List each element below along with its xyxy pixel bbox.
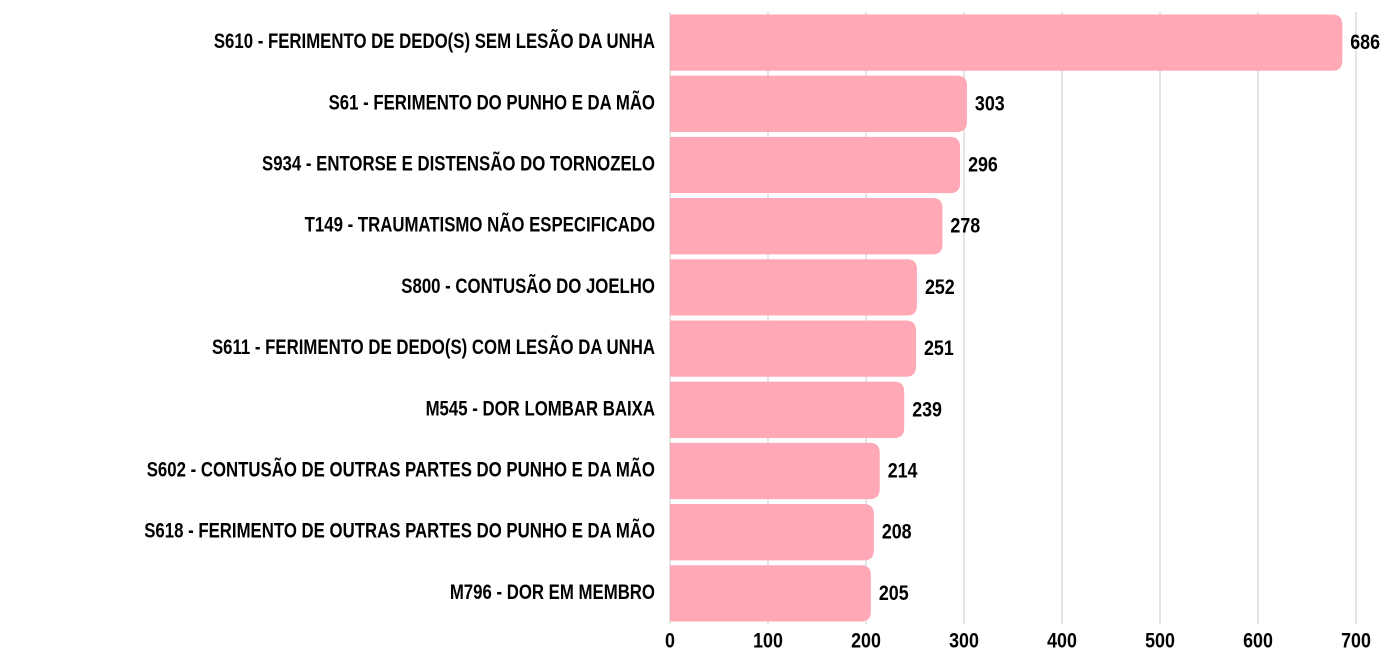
x-tick-label: 100 bbox=[753, 629, 783, 653]
value-label: 303 bbox=[975, 92, 1005, 116]
value-label: 205 bbox=[879, 582, 909, 606]
category-label: M796 - DOR EM MEMBRO bbox=[450, 581, 655, 604]
value-label: 251 bbox=[924, 337, 954, 361]
value-label: 239 bbox=[912, 398, 942, 422]
value-label: 278 bbox=[950, 214, 980, 238]
x-tick-label: 700 bbox=[1341, 629, 1371, 653]
x-tick-label: 200 bbox=[851, 629, 881, 653]
value-label: 296 bbox=[968, 153, 998, 177]
bar bbox=[670, 198, 943, 255]
x-tick-label: 300 bbox=[949, 629, 979, 653]
category-label: S618 - FERIMENTO DE OUTRAS PARTES DO PUN… bbox=[144, 519, 655, 543]
x-tick-label: 600 bbox=[1243, 629, 1273, 653]
bar bbox=[670, 442, 880, 500]
category-label: S934 - ENTORSE E DISTENSÃO DO TORNOZELO bbox=[262, 152, 655, 176]
bar bbox=[670, 504, 874, 561]
value-label: 208 bbox=[882, 520, 912, 544]
bar bbox=[670, 14, 1343, 71]
bar bbox=[670, 75, 967, 132]
value-label: 214 bbox=[888, 459, 918, 483]
category-label: S800 - CONTUSÃO DO JOELHO bbox=[401, 274, 655, 298]
category-label: S610 - FERIMENTO DE DEDO(S) SEM LESÃO DA… bbox=[214, 29, 655, 53]
bar bbox=[670, 320, 916, 377]
bar bbox=[670, 259, 917, 316]
x-tick-label: 500 bbox=[1145, 629, 1175, 653]
bar bbox=[670, 381, 905, 438]
category-label: T149 - TRAUMATISMO NÃO ESPECIFICADO bbox=[305, 213, 655, 237]
value-label: 252 bbox=[925, 276, 955, 300]
category-label: S611 - FERIMENTO DE DEDO(S) COM LESÃO DA… bbox=[212, 335, 655, 359]
bar bbox=[670, 136, 961, 194]
category-label: S61 - FERIMENTO DO PUNHO E DA MÃO bbox=[329, 91, 655, 115]
value-label: 686 bbox=[1350, 31, 1380, 55]
category-label: S602 - CONTUSÃO DE OUTRAS PARTES DO PUNH… bbox=[147, 458, 655, 482]
x-tick-label: 0 bbox=[665, 629, 675, 653]
bar bbox=[670, 565, 871, 622]
category-label: M545 - DOR LOMBAR BAIXA bbox=[426, 398, 656, 421]
x-tick-label: 400 bbox=[1047, 629, 1077, 653]
